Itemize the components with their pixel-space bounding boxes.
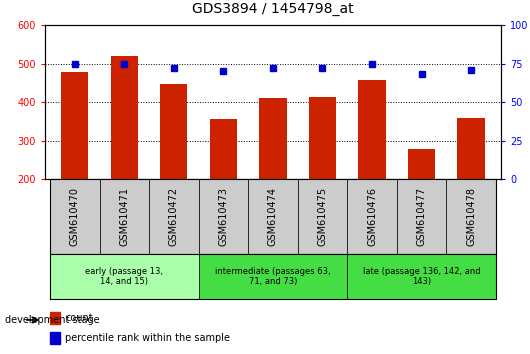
Bar — [160, 84, 188, 256]
Text: GSM610471: GSM610471 — [119, 187, 129, 246]
Text: development stage: development stage — [5, 315, 100, 325]
Text: early (passage 13,
14, and 15): early (passage 13, 14, and 15) — [85, 267, 163, 286]
Text: GSM610474: GSM610474 — [268, 187, 278, 246]
Text: GSM610473: GSM610473 — [218, 187, 228, 246]
Bar — [50, 332, 60, 344]
Text: percentile rank within the sample: percentile rank within the sample — [65, 333, 230, 343]
Text: GDS3894 / 1454798_at: GDS3894 / 1454798_at — [192, 2, 354, 16]
Text: GSM610478: GSM610478 — [466, 187, 476, 246]
Bar — [347, 179, 397, 254]
Bar — [408, 149, 435, 256]
Text: GSM610470: GSM610470 — [70, 187, 80, 246]
Bar — [210, 119, 237, 256]
Text: GSM610477: GSM610477 — [417, 187, 427, 246]
Text: count: count — [65, 313, 93, 323]
Bar — [347, 254, 496, 299]
Bar — [50, 312, 60, 324]
Bar — [358, 80, 386, 256]
Text: GSM610475: GSM610475 — [317, 187, 328, 246]
Bar — [199, 254, 347, 299]
Bar — [199, 179, 248, 254]
Bar — [446, 179, 496, 254]
Bar — [248, 179, 298, 254]
Bar — [259, 98, 287, 256]
Bar — [457, 118, 485, 256]
Bar — [397, 179, 446, 254]
Bar — [50, 254, 199, 299]
Bar — [50, 179, 100, 254]
Bar — [111, 56, 138, 256]
Text: late (passage 136, 142, and
143): late (passage 136, 142, and 143) — [363, 267, 480, 286]
Bar — [61, 72, 89, 256]
Bar — [309, 97, 336, 256]
Text: GSM610476: GSM610476 — [367, 187, 377, 246]
Text: GSM610472: GSM610472 — [169, 187, 179, 246]
Bar — [149, 179, 199, 254]
Bar — [298, 179, 347, 254]
Text: intermediate (passages 63,
71, and 73): intermediate (passages 63, 71, and 73) — [215, 267, 331, 286]
Bar — [100, 179, 149, 254]
